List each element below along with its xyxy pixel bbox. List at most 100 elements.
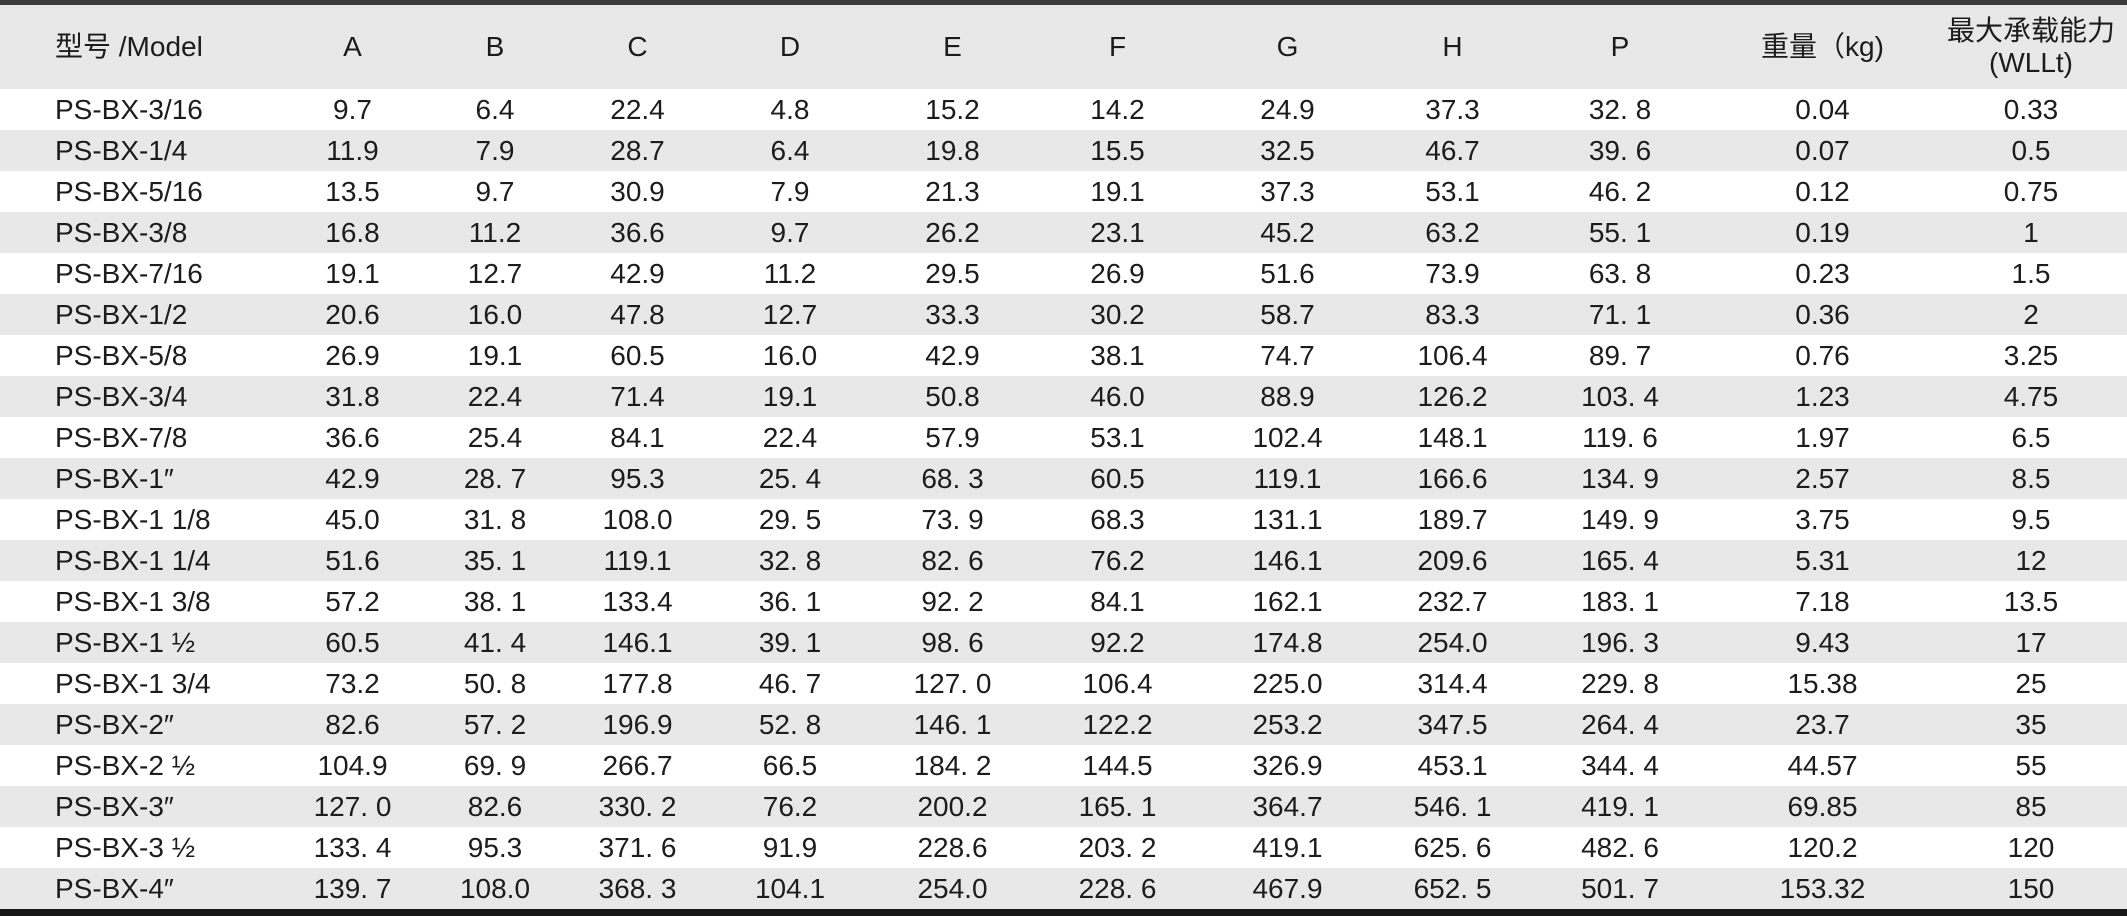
value-cell: 144.5 xyxy=(1082,749,1153,781)
model-cell: PS-BX-1/4 xyxy=(55,134,188,166)
value-cell: 53.1 xyxy=(1425,175,1480,207)
value-cell: 120.2 xyxy=(1787,831,1858,863)
value-cell: 25 xyxy=(2015,667,2047,699)
value-cell: 0.33 xyxy=(2003,93,2059,125)
value-cell: 6.5 xyxy=(2011,421,2051,453)
value-cell: 51.6 xyxy=(325,544,380,576)
value-cell: 119. 6 xyxy=(1582,421,1658,453)
value-cell: 9.43 xyxy=(1795,626,1850,658)
value-cell: 0.23 xyxy=(1795,257,1850,289)
value-cell: 12.7 xyxy=(467,257,523,289)
value-cell: 88.9 xyxy=(1260,380,1315,412)
value-cell: 6.4 xyxy=(770,134,810,166)
value-cell: 183. 1 xyxy=(1581,585,1659,617)
value-cell: 22.4 xyxy=(762,421,818,453)
value-cell: 66.5 xyxy=(762,749,818,781)
value-cell: 371. 6 xyxy=(598,831,677,863)
value-cell: 120 xyxy=(2007,831,2055,863)
value-cell: 106.4 xyxy=(1417,339,1488,371)
value-cell: 0.36 xyxy=(1795,298,1850,330)
model-cell: PS-BX-1 ½ xyxy=(55,626,196,658)
value-cell: 146.1 xyxy=(602,626,673,658)
value-cell: 98. 6 xyxy=(921,626,984,658)
value-cell: 73. 9 xyxy=(921,503,984,535)
model-cell: PS-BX-7/8 xyxy=(55,421,188,453)
value-cell: 228. 6 xyxy=(1078,872,1157,904)
value-cell: 91.9 xyxy=(762,831,818,863)
model-cell: PS-BX-3″ xyxy=(55,790,174,822)
value-cell: 30.9 xyxy=(610,175,665,207)
value-cell: 39. 6 xyxy=(1588,134,1652,166)
value-cell: 139. 7 xyxy=(313,872,392,904)
value-cell: 148.1 xyxy=(1417,421,1488,453)
column-header-d: D xyxy=(710,2,870,89)
value-cell: 69.85 xyxy=(1787,790,1858,822)
value-cell: 131.1 xyxy=(1252,503,1323,535)
value-cell: 153.32 xyxy=(1779,872,1866,904)
model-cell: PS-BX-4″ xyxy=(55,872,174,904)
value-cell: 501. 7 xyxy=(1581,872,1659,904)
value-cell: 22.4 xyxy=(610,93,665,125)
value-cell: 23.1 xyxy=(1090,216,1145,248)
table-row: PS-BX-1 1/4 51.6 35. 1 119.1 32. 8 82. 6 76.2 1… xyxy=(0,540,2127,581)
value-cell: 122.2 xyxy=(1082,708,1153,740)
value-cell: 46.0 xyxy=(1090,380,1145,412)
value-cell: 106.4 xyxy=(1082,667,1153,699)
model-cell: PS-BX-7/16 xyxy=(55,257,203,289)
value-cell: 26.9 xyxy=(1090,257,1145,289)
value-cell: 52. 8 xyxy=(758,708,822,740)
table-row: PS-BX-3/4 31.8 22.4 71.4 19.1 50.8 46.0 88.9 126… xyxy=(0,376,2127,417)
value-cell: 119.1 xyxy=(603,544,672,576)
table-row: PS-BX-2″ 82.6 57. 2 196.9 52. 8 146. 1 122.2 25… xyxy=(0,704,2127,745)
value-cell: 28. 7 xyxy=(463,462,527,494)
value-cell: 42.9 xyxy=(325,462,380,494)
table-row: PS-BX-7/8 36.6 25.4 84.1 22.4 57.9 53.1 102.4 14… xyxy=(0,417,2127,458)
model-cell: PS-BX-1 1/8 xyxy=(55,503,211,535)
value-cell: 85 xyxy=(2015,790,2047,822)
value-cell: 108.0 xyxy=(459,872,531,904)
table-row: PS-BX-2 ½ 104.9 69. 9 266.7 66.5 184. 2 144.5 3… xyxy=(0,745,2127,786)
table-row: PS-BX-1 3/8 57.2 38. 1 133.4 36. 1 92. 2 84.1 1… xyxy=(0,581,2127,622)
value-cell: 76.2 xyxy=(1090,544,1145,576)
column-header-wll: 最大承载能力 (WLLt) xyxy=(1935,2,2127,89)
value-cell: 314.4 xyxy=(1417,667,1488,699)
value-cell: 3.75 xyxy=(1795,503,1850,535)
column-header-e: E xyxy=(870,2,1035,89)
value-cell: 84.1 xyxy=(1090,585,1145,617)
value-cell: 68. 3 xyxy=(921,462,984,494)
value-cell: 652. 5 xyxy=(1413,872,1492,904)
value-cell: 482. 6 xyxy=(1581,831,1659,863)
value-cell: 30.2 xyxy=(1090,298,1145,330)
value-cell: 17 xyxy=(2015,626,2047,658)
value-cell: 266.7 xyxy=(602,749,673,781)
value-cell: 177.8 xyxy=(602,667,673,699)
value-cell: 68.3 xyxy=(1090,503,1145,535)
table-row: PS-BX-1/2 20.6 16.0 47.8 12.7 33.3 30.2 58.7 83.… xyxy=(0,294,2127,335)
value-cell: 51.6 xyxy=(1260,257,1315,289)
value-cell: 254.0 xyxy=(917,872,988,904)
column-header-g: G xyxy=(1200,2,1375,89)
model-cell: PS-BX-1″ xyxy=(55,462,174,494)
value-cell: 29. 5 xyxy=(758,503,822,535)
value-cell: 146. 1 xyxy=(913,708,992,740)
value-cell: 42.9 xyxy=(925,339,980,371)
value-cell: 149. 9 xyxy=(1581,503,1659,535)
value-cell: 200.2 xyxy=(917,790,988,822)
value-cell: 184. 2 xyxy=(913,749,992,781)
value-cell: 60.5 xyxy=(610,339,665,371)
value-cell: 95.3 xyxy=(610,462,665,494)
value-cell: 46. 2 xyxy=(1588,175,1652,207)
value-cell: 453.1 xyxy=(1417,749,1488,781)
value-cell: 13.5 xyxy=(2003,585,2059,617)
value-cell: 39. 1 xyxy=(758,626,822,658)
value-cell: 82. 6 xyxy=(921,544,984,576)
value-cell: 104.1 xyxy=(754,872,826,904)
value-cell: 254.0 xyxy=(1417,626,1488,658)
value-cell: 60.5 xyxy=(325,626,380,658)
column-header-c: C xyxy=(565,2,710,89)
value-cell: 69. 9 xyxy=(463,749,527,781)
value-cell: 38. 1 xyxy=(463,585,527,617)
table-row: PS-BX-3/16 9.7 6.4 22.4 4.8 15.2 14.2 24.9 37.3 3… xyxy=(0,89,2127,130)
value-cell: 19.1 xyxy=(762,380,818,412)
